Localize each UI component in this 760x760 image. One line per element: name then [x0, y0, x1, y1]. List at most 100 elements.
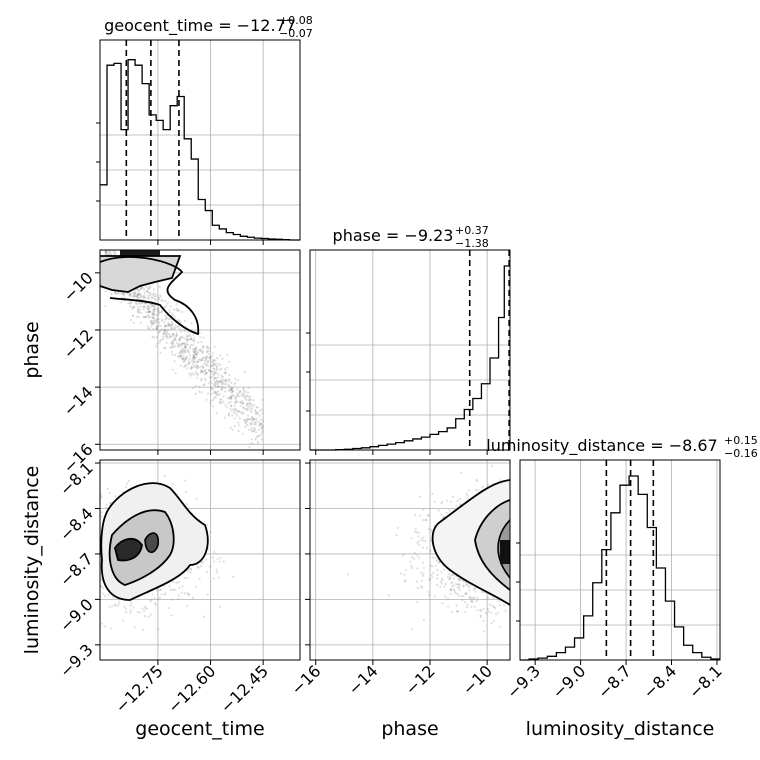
- sample-point: [253, 421, 256, 424]
- panel-frame: [99, 39, 301, 241]
- sample-point: [179, 354, 182, 357]
- sample-point: [170, 350, 173, 353]
- sample-point: [154, 321, 157, 324]
- sample-point: [146, 315, 149, 318]
- sample-point: [192, 373, 195, 376]
- sample-point: [227, 377, 230, 380]
- sample-point: [481, 485, 484, 489]
- sample-point: [237, 379, 240, 382]
- sample-point: [189, 337, 193, 340]
- sample-point: [181, 349, 184, 353]
- sample-point: [229, 404, 232, 407]
- sample-point: [194, 392, 197, 395]
- sample-point: [184, 345, 187, 348]
- panel-grid: [520, 460, 720, 660]
- sample-point: [456, 592, 459, 595]
- sample-point: [139, 611, 142, 614]
- sample-point: [458, 588, 461, 591]
- sample-point: [261, 412, 264, 415]
- panel-frame: [309, 459, 511, 661]
- sample-point: [220, 380, 223, 383]
- sample-point: [454, 591, 457, 595]
- sample-point: [210, 399, 213, 402]
- sample-point: [192, 353, 195, 356]
- sample-point: [150, 296, 154, 299]
- sample-point: [183, 358, 186, 361]
- sample-point: [168, 336, 171, 339]
- sample-point: [113, 603, 116, 606]
- sample-point: [200, 391, 203, 394]
- sample-point: [416, 554, 419, 557]
- sample-point: [213, 383, 216, 386]
- sample-point: [181, 343, 184, 346]
- sample-point: [159, 588, 162, 591]
- sample-point: [248, 446, 251, 449]
- sample-point: [228, 412, 231, 415]
- sample-point: [452, 584, 455, 587]
- sample-point: [220, 387, 223, 390]
- sample-point: [247, 387, 250, 390]
- sample-point: [178, 352, 181, 355]
- sample-point: [185, 334, 188, 337]
- sample-point: [192, 360, 195, 363]
- sample-point: [157, 324, 161, 327]
- sample-point: [242, 406, 245, 409]
- sample-point: [153, 313, 156, 316]
- sample-point: [179, 330, 182, 333]
- sample-point: [236, 392, 239, 395]
- sample-point: [106, 487, 109, 490]
- sample-point: [216, 367, 219, 370]
- sample-point: [235, 394, 239, 397]
- sample-point: [197, 348, 201, 351]
- sample-point: [154, 318, 157, 321]
- sample-point: [433, 595, 436, 598]
- sample-point: [222, 379, 225, 382]
- sample-point: [117, 291, 120, 294]
- sample-point: [241, 394, 244, 398]
- sample-point: [462, 579, 465, 582]
- sample-point: [154, 299, 157, 302]
- sample-point: [210, 370, 213, 373]
- sample-point: [464, 592, 467, 596]
- sample-point: [155, 327, 158, 330]
- sample-point: [157, 628, 160, 631]
- contour-outer: [100, 256, 200, 336]
- sample-point: [449, 500, 452, 503]
- sample-point: [458, 503, 462, 506]
- sample-point: [164, 325, 167, 328]
- sample-point: [193, 350, 196, 353]
- sample-point: [116, 604, 119, 608]
- sample-point: [113, 604, 116, 607]
- sample-point: [450, 581, 453, 584]
- sample-point: [207, 382, 210, 385]
- sample-point: [213, 371, 216, 374]
- sample-point: [160, 338, 163, 341]
- sample-point: [231, 390, 235, 393]
- sample-point: [449, 588, 452, 591]
- sample-point: [191, 596, 194, 600]
- sample-point: [205, 350, 208, 353]
- sample-point: [156, 326, 159, 329]
- sample-point: [125, 485, 128, 489]
- sample-point: [147, 291, 150, 294]
- sample-point: [497, 600, 501, 603]
- sample-point: [419, 571, 422, 574]
- sample-point: [227, 380, 230, 383]
- sample-point: [144, 316, 147, 319]
- sample-point: [459, 497, 462, 500]
- sample-point: [204, 371, 207, 375]
- sample-point: [248, 406, 252, 409]
- sample-point: [215, 365, 218, 369]
- sample-point: [173, 327, 176, 330]
- sample-point: [212, 398, 215, 401]
- sample-point: [447, 605, 450, 608]
- sample-point: [436, 573, 439, 576]
- sample-point: [242, 402, 245, 405]
- sample-point: [248, 402, 252, 405]
- sample-point: [109, 627, 112, 630]
- sample-point: [200, 565, 203, 568]
- sample-point: [214, 390, 218, 393]
- sample-point: [257, 421, 260, 424]
- sample-point: [427, 590, 430, 594]
- sample-point: [199, 365, 202, 368]
